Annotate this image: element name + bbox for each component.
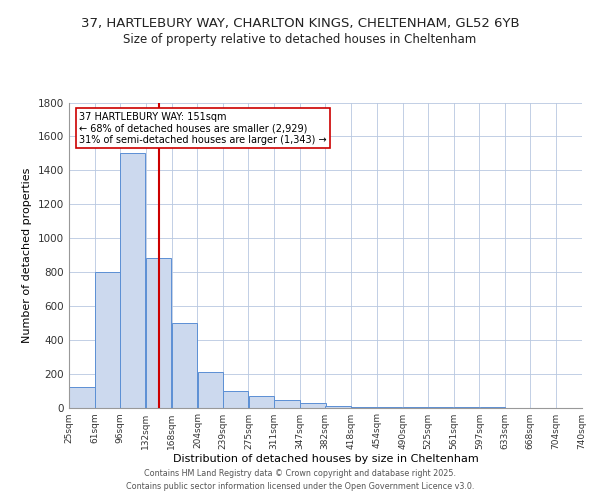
Bar — [95, 272, 121, 407]
Bar — [248, 396, 274, 407]
Bar — [146, 258, 172, 408]
Bar — [274, 400, 300, 407]
Text: 37 HARTLEBURY WAY: 151sqm
← 68% of detached houses are smaller (2,929)
31% of se: 37 HARTLEBURY WAY: 151sqm ← 68% of detac… — [79, 112, 327, 145]
Bar — [172, 323, 197, 407]
Bar — [301, 404, 326, 407]
Text: Contains public sector information licensed under the Open Government Licence v3: Contains public sector information licen… — [126, 482, 474, 491]
X-axis label: Distribution of detached houses by size in Cheltenham: Distribution of detached houses by size … — [173, 454, 478, 464]
Bar — [69, 387, 95, 407]
Text: Contains HM Land Registry data © Crown copyright and database right 2025.: Contains HM Land Registry data © Crown c… — [144, 468, 456, 477]
Y-axis label: Number of detached properties: Number of detached properties — [22, 168, 32, 342]
Text: 37, HARTLEBURY WAY, CHARLTON KINGS, CHELTENHAM, GL52 6YB: 37, HARTLEBURY WAY, CHARLTON KINGS, CHEL… — [80, 18, 520, 30]
Bar — [120, 154, 145, 408]
Bar — [223, 390, 248, 407]
Text: Size of property relative to detached houses in Cheltenham: Size of property relative to detached ho… — [124, 32, 476, 46]
Bar — [198, 372, 223, 408]
Bar — [351, 406, 377, 408]
Bar — [325, 406, 350, 407]
